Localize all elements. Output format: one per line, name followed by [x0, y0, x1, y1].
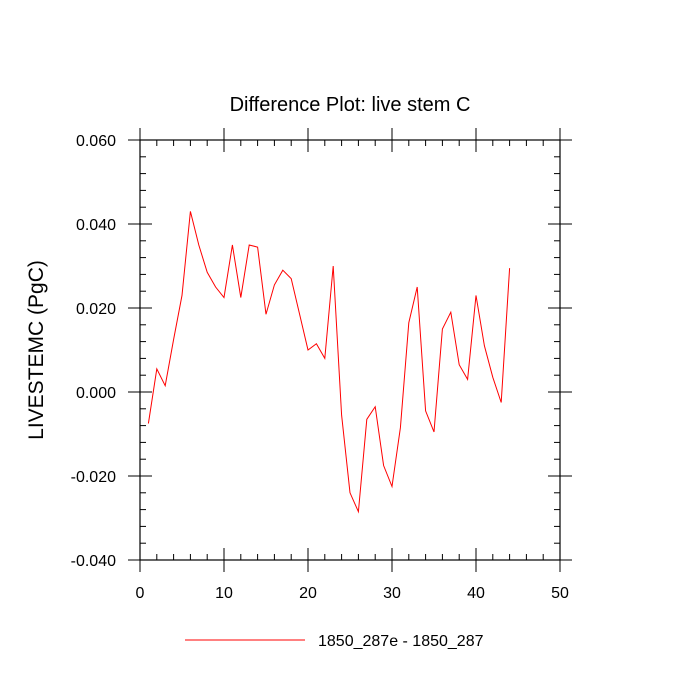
chart-title: Difference Plot: live stem C: [230, 94, 471, 116]
y-axis-label: LIVESTEMC (PgC): [25, 260, 48, 440]
y-tick-label: 0.040: [76, 217, 116, 234]
x-tick-label: 50: [551, 585, 569, 602]
x-tick-label: 40: [467, 585, 485, 602]
x-tick-label: 0: [136, 585, 145, 602]
y-tick-label: -0.040: [71, 553, 116, 570]
series-line-0: [147, 211, 511, 514]
axis-ticks: [128, 128, 572, 572]
y-tick-label: 0.060: [76, 133, 116, 150]
y-tick-label: -0.020: [71, 469, 116, 486]
series-layer: [147, 211, 511, 514]
plot-frame: [139, 139, 561, 561]
x-tick-label: 30: [383, 585, 401, 602]
x-tick-label: 20: [299, 585, 317, 602]
legend-label: 1850_287e - 1850_287: [318, 633, 484, 650]
tick-labels: 0 10 20 30 40 50 -0.040 -0.020 0.000 0.020 0.040 0.…: [71, 133, 569, 602]
y-tick-label: 0.020: [76, 301, 116, 318]
y-tick-label: 0.000: [76, 385, 116, 402]
x-tick-label: 10: [215, 585, 233, 602]
legend: 1850_287e - 1850_287: [185, 633, 484, 650]
